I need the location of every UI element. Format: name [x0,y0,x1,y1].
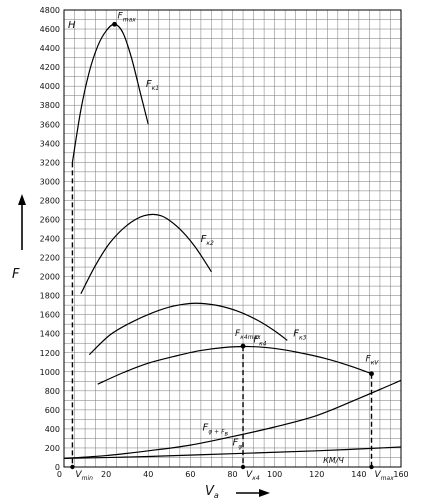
y-tick-label: 2000 [40,273,60,282]
y-tick-label: 4400 [40,44,60,53]
x-tick-label: 160 [393,470,408,479]
x-tick-label: 0 [57,470,62,479]
y-tick-label: 4200 [40,63,60,72]
dashed-guides: Vmin Vк4 Vmax [70,162,394,482]
y-tick-label: 600 [45,406,60,415]
series-line-0 [71,23,149,163]
y-tick-label: 4800 [40,6,60,15]
marker-label-0: Fmax [118,11,137,23]
y-tick-label: 0 [55,463,60,472]
y-tick-label: 3400 [40,139,60,148]
series-line-3 [97,345,372,385]
marker-point-2 [369,371,374,377]
x-unit-label: КМ/Ч [323,456,344,465]
series-line-5 [63,446,402,460]
y-tick-label: 2200 [40,254,60,263]
x-tick-label: 80 [227,470,237,479]
y-tick-label: 3200 [40,158,60,167]
series-line-1 [80,213,212,294]
y-tick-label: 2400 [40,235,60,244]
y-tick-label: 1600 [40,311,60,320]
markers: Fmax Fк4max FкV [112,11,380,377]
series-label-3: Fк4 [253,335,266,348]
labels: Fк1 Fк2 Fк3 Fк4 Fφ + Fв Fφ [146,79,307,451]
plot-frame [63,9,402,468]
y-tick-label: 1000 [40,368,60,377]
tick-labels: 0200400600800100012001400160018002000220… [40,6,409,479]
y-tick-label: 400 [45,425,60,434]
y-tick-label: 1200 [40,349,60,358]
marker-point-1 [240,343,246,349]
y-tick-label: 800 [45,387,60,396]
y-unit-label: H [68,20,76,31]
y-tick-label: 2600 [40,215,60,224]
y-tick-label: 3000 [40,177,60,186]
x-tick-label: 20 [101,470,111,479]
x-marker-label-1: Vк4 [246,470,260,482]
y-tick-label: 1800 [40,292,60,301]
dashed-guide-foot-0 [70,464,75,470]
y-tick-label: 2800 [40,196,60,205]
x-axis-arrowhead [259,489,270,497]
axis-titles: H КМ/Ч F Va [12,20,344,500]
y-tick-label: 3600 [40,120,60,129]
dashed-guide-foot-2 [369,464,374,470]
marker-point-0 [112,21,117,27]
curves [63,23,402,460]
series-line-4 [63,379,402,460]
x-tick-label: 140 [351,470,366,479]
x-tick-label: 40 [143,470,153,479]
x-tick-label: 120 [309,470,324,479]
grid [63,9,402,468]
y-axis-arrowhead [18,194,26,205]
series-label-4: Fφ + Fв [203,423,229,438]
x-marker-label-2: Vmax [375,470,395,482]
y-tick-label: 1400 [40,330,60,339]
dashed-guide-foot-1 [240,464,246,470]
y-tick-label: 3800 [40,101,60,110]
x-tick-label: 60 [185,470,195,479]
y-tick-label: 4000 [40,82,60,91]
x-marker-label-0: Vmin [75,470,93,482]
series-label-1: Fк2 [201,234,214,247]
series-label-2: Fк3 [293,328,306,341]
y-tick-label: 200 [45,444,60,453]
marker-label-2: FкV [366,355,380,367]
series-label-5: Fφ [233,438,243,451]
series-label-0: Fк1 [146,79,159,92]
marker-label-1: Fк4max [235,329,261,341]
x-tick-label: 100 [267,470,282,479]
y-tick-label: 4600 [40,25,60,34]
x-axis-title: Va [205,484,219,500]
y-axis-title: F [12,267,20,282]
series-line-2 [88,302,288,356]
